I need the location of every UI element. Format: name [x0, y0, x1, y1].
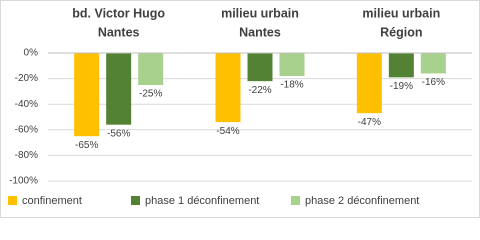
legend-swatch: [291, 196, 300, 205]
data-label: -56%: [107, 128, 130, 139]
bar: [247, 53, 273, 82]
group-title: Région: [380, 25, 422, 39]
group-title: milieu urbain: [362, 6, 440, 20]
data-label: -47%: [358, 117, 381, 128]
chart: 0% -20% -40% -60% -80% -100% bd. Victor Hugo Na…: [0, 0, 480, 218]
group-title: bd. Victor Hugo: [72, 6, 165, 20]
y-tick-label: -60%: [15, 124, 38, 135]
bar: [279, 53, 305, 77]
y-tick-label: -80%: [15, 150, 38, 161]
bar: [356, 53, 382, 114]
group-title: milieu urbain: [221, 6, 299, 20]
bar: [74, 53, 100, 137]
y-tick-label: 0%: [24, 48, 39, 59]
bar: [106, 53, 132, 125]
legend-swatch: [8, 196, 17, 205]
data-label: -18%: [280, 80, 303, 91]
data-label: -65%: [75, 140, 98, 151]
legend-label: phase 1 déconfinement: [145, 195, 259, 207]
data-label: -54%: [216, 126, 239, 137]
group-title: Nantes: [98, 25, 140, 39]
bar: [388, 53, 414, 78]
data-label: -19%: [390, 81, 413, 92]
bar: [215, 53, 241, 123]
bar: [420, 53, 446, 74]
data-label: -25%: [139, 89, 162, 100]
legend-swatch: [131, 196, 140, 205]
y-tick-label: -40%: [15, 99, 38, 110]
data-label: -22%: [248, 85, 271, 96]
legend-label: phase 2 déconfinement: [305, 195, 419, 207]
group-title: Nantes: [239, 25, 281, 39]
legend-label: confinement: [22, 195, 82, 207]
bar: [138, 53, 164, 85]
y-tick-label: -20%: [15, 73, 38, 84]
y-tick-label: -100%: [9, 176, 38, 187]
data-label: -16%: [422, 77, 445, 88]
